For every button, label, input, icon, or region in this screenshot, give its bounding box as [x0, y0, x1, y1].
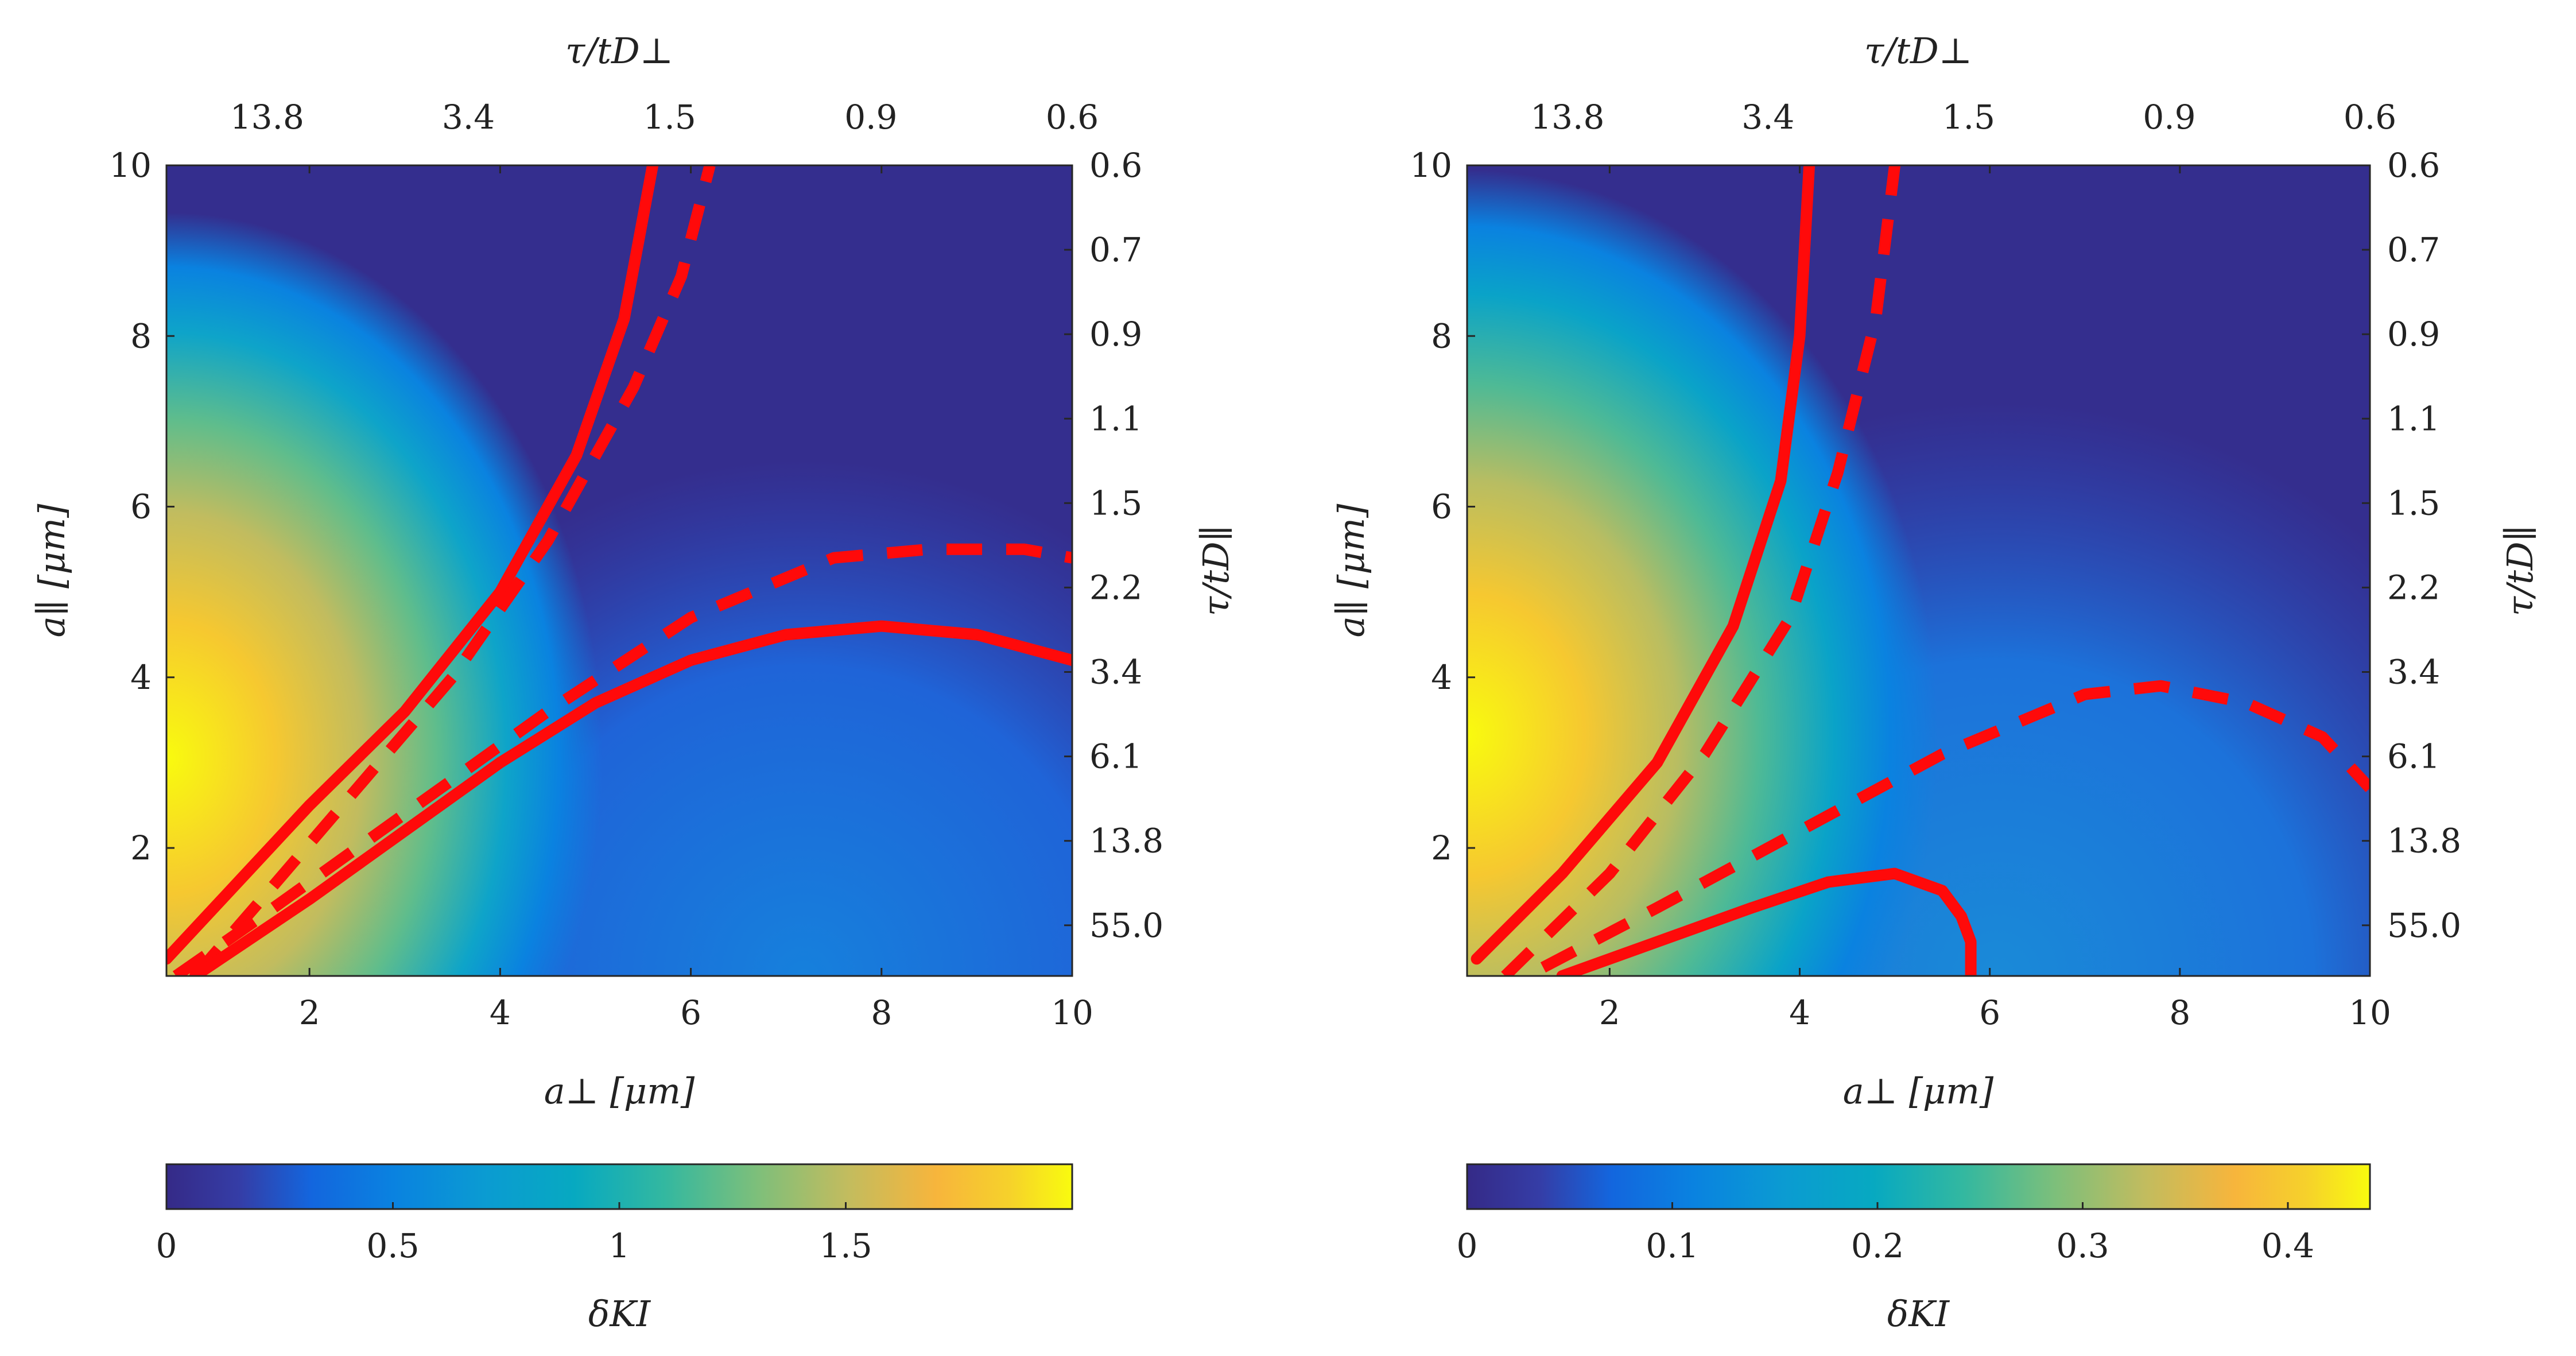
- x-tick-label: 6: [680, 993, 701, 1032]
- y-tick-label: 2: [130, 828, 152, 867]
- top-x-tick-label: 3.4: [1741, 98, 1794, 137]
- right-y-tick-label: 0.6: [2387, 146, 2440, 185]
- x-tick-label: 2: [1599, 993, 1620, 1032]
- right-right-axis-label: τ/tD∥: [2499, 525, 2541, 616]
- y-tick-label: 4: [1431, 658, 1452, 697]
- left-colorbar-label: δKI: [588, 1293, 651, 1335]
- right-bottom-axis-label: a⊥ [μm]: [1843, 1070, 1994, 1112]
- right-colorbar-ticks: 0 0.1 0.2 0.3 0.4: [1457, 1202, 2314, 1265]
- contour-dashed-2: [191, 165, 716, 976]
- right-y-tick-label: 0.7: [1089, 230, 1142, 269]
- right-y-tick-label: 6.1: [2387, 737, 2440, 776]
- right-y-tick-label: 2.2: [1089, 568, 1142, 607]
- contour-solid-4: [1556, 867, 1977, 976]
- y-tick-label: 4: [130, 658, 152, 697]
- right-y-tick-label: 0.6: [1089, 146, 1142, 185]
- colorbar-tick-label: 1: [609, 1226, 630, 1265]
- right-y-tick-label: 13.8: [2387, 822, 2461, 861]
- y-tick-label: 6: [1431, 487, 1452, 526]
- left-right-axis-label: τ/tD∥: [1195, 525, 1237, 616]
- right-y-tick-label: 0.9: [1089, 315, 1142, 354]
- top-x-tick-label: 3.4: [442, 98, 495, 137]
- x-tick-label: 4: [1789, 993, 1810, 1032]
- top-x-tick-label: 1.5: [1942, 98, 1995, 137]
- right-y-tick-label: 0.7: [2387, 230, 2440, 269]
- right-y-tick-label: 1.1: [2387, 399, 2440, 438]
- right-y-tick-label: 3.4: [2387, 653, 2440, 692]
- colorbar-tick-label: 0.1: [1646, 1226, 1698, 1265]
- right-ticks: 2 4 6 8 10 2 4 6 8 10 13.8 3.4 1.5 0.9 0.6 0.6 0.7 0.9 1.1…: [1410, 98, 2461, 1032]
- x-tick-label: 10: [2349, 993, 2391, 1032]
- x-tick-label: 4: [490, 993, 511, 1032]
- y-tick-label: 6: [130, 487, 152, 526]
- contour-solid-4: [189, 620, 1072, 976]
- right-y-tick-label: 1.1: [1089, 399, 1142, 438]
- right-y-tick-label: 2.2: [2387, 568, 2440, 607]
- contour-solid-1: [1471, 165, 1815, 965]
- x-tick-label: 10: [1051, 993, 1093, 1032]
- x-tick-label: 2: [299, 993, 320, 1032]
- right-axes-frame: [1466, 164, 2371, 977]
- colorbar-tick-label: 0.2: [1851, 1226, 1904, 1265]
- contour-dashed-3: [172, 543, 1072, 976]
- left-axes-frame: [165, 164, 1073, 977]
- y-tick-label: 10: [109, 146, 152, 185]
- right-y-tick-label: 13.8: [1089, 822, 1163, 861]
- left-y-axis-label: a∥ [μm]: [31, 503, 73, 638]
- top-x-tick-label: 0.9: [2143, 98, 2195, 137]
- top-x-tick-label: 0.9: [844, 98, 897, 137]
- y-tick-label: 10: [1410, 146, 1452, 185]
- colorbar-tick-label: 0: [1457, 1226, 1478, 1265]
- top-x-tick-label: 0.6: [2344, 98, 2396, 137]
- contour-solid-1: [166, 165, 659, 965]
- colorbar-tick-label: 0.5: [366, 1226, 419, 1265]
- right-y-tick-label: 0.9: [2387, 315, 2440, 354]
- colorbar-tick-label: 0: [156, 1226, 177, 1265]
- right-colorbar-label: δKI: [1887, 1293, 1950, 1335]
- right-y-tick-label: 1.5: [1089, 483, 1142, 522]
- left-bottom-axis-label: a⊥ [μm]: [544, 1070, 695, 1112]
- right-y-tick-label: 3.4: [1089, 653, 1142, 692]
- top-x-tick-label: 0.6: [1046, 98, 1099, 137]
- right-y-tick-label: 55.0: [2387, 906, 2461, 945]
- contour-dashed-2: [1501, 165, 1901, 976]
- left-heatmap-warm-region: [166, 165, 1072, 976]
- colorbar-tick-label: 0.3: [2056, 1226, 2109, 1265]
- right-heatmap-panel: 2 4 6 8 10 2 4 6 8 10 13.8 3.4 1.5 0.9 0.6 0.6 0.7 0.9 1.1…: [1330, 30, 2541, 1335]
- right-y-tick-label: 6.1: [1089, 737, 1142, 776]
- left-colorbar-ticks: 0 0.5 1 1.5: [156, 1202, 872, 1265]
- colorbar-tick-label: 0.4: [2261, 1226, 2314, 1265]
- x-tick-label: 6: [1979, 993, 2000, 1032]
- right-top-axis-label: τ/tD⊥: [1864, 30, 1972, 72]
- left-top-axis-label: τ/tD⊥: [565, 30, 673, 72]
- y-tick-label: 8: [1431, 316, 1452, 355]
- right-y-tick-label: 1.5: [2387, 483, 2440, 522]
- top-x-tick-label: 13.8: [230, 98, 304, 137]
- top-x-tick-label: 13.8: [1530, 98, 1604, 137]
- left-ticks: 2 4 6 8 10 2 4 6 8 10 13.8 3.4 1.5 0.9 0.6 0.6 0.7 0.9 1.1…: [109, 98, 1163, 1032]
- x-tick-label: 8: [2169, 993, 2190, 1032]
- colorbar-tick-label: 1.5: [819, 1226, 872, 1265]
- right-y-tick-label: 55.0: [1089, 906, 1163, 945]
- left-colorbar: [165, 1163, 1073, 1210]
- y-tick-label: 8: [130, 316, 152, 355]
- top-x-tick-label: 1.5: [643, 98, 696, 137]
- right-colorbar: [1466, 1163, 2371, 1210]
- right-y-axis-label: a∥ [μm]: [1330, 503, 1372, 638]
- contour-dashed-3: [1540, 680, 2370, 973]
- right-heatmap-warm-region: [1467, 165, 2370, 976]
- y-tick-label: 2: [1431, 828, 1452, 867]
- x-tick-label: 8: [871, 993, 892, 1032]
- right-contours: [1471, 165, 2370, 976]
- left-contours: [166, 165, 1072, 976]
